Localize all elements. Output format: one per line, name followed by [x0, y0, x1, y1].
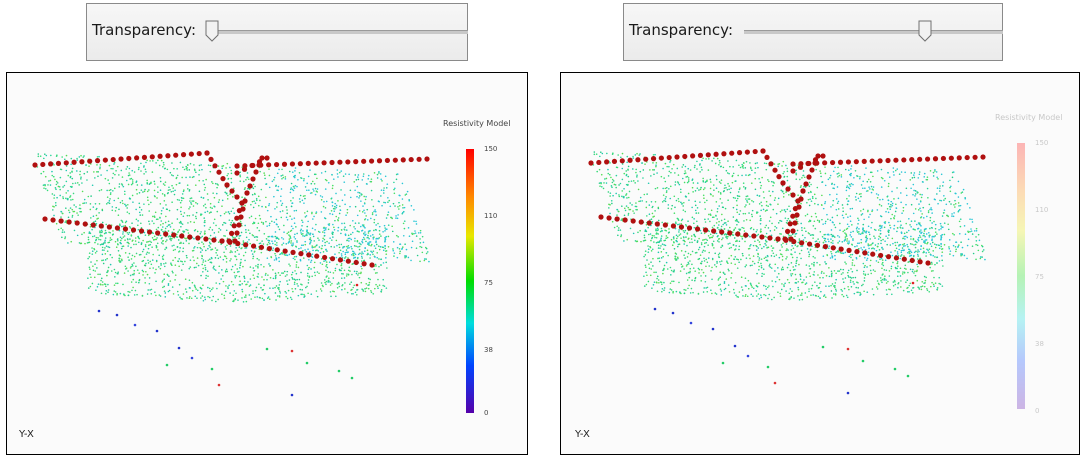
transparency-label-left: Transparency: [92, 21, 197, 39]
legend-tick-0-right: 0 [1035, 407, 1040, 415]
electrode-lines [32, 150, 430, 268]
legend-colorbar-right [1017, 143, 1025, 409]
legend-tick-38-left: 38 [484, 346, 493, 354]
orientation-axes-icon-right: Y-X [575, 429, 590, 440]
resistivity-plot-left[interactable] [7, 73, 527, 454]
transparency-slider-right: Transparency: [623, 3, 1003, 61]
resistivity-plot-right[interactable] [561, 73, 1079, 454]
electrode-lines [588, 148, 986, 266]
resistivity-view-right[interactable]: Resistivity Model 150 110 75 38 0 Y-X [560, 72, 1080, 455]
legend-tick-75-right: 75 [1035, 273, 1044, 281]
point-cloud [592, 151, 986, 395]
slider-thumb-left[interactable] [205, 20, 219, 42]
legend-tick-0-left: 0 [484, 409, 489, 417]
transparency-slider-left: Transparency: [86, 3, 468, 61]
legend-tick-75-left: 75 [484, 279, 493, 287]
resistivity-view-left[interactable]: Resistivity Model 150 110 75 38 0 Y-X [6, 72, 528, 455]
legend-title-left: Resistivity Model [443, 119, 511, 128]
slider-track-right[interactable] [744, 30, 1003, 34]
point-cloud [36, 153, 430, 397]
transparency-label-right: Transparency: [629, 21, 734, 39]
slider-track-left[interactable] [207, 30, 468, 34]
orientation-axes-icon-left: Y-X [19, 429, 34, 440]
legend-tick-110-right: 110 [1035, 206, 1049, 214]
legend-title-right: Resistivity Model [995, 113, 1063, 122]
legend-tick-38-right: 38 [1035, 340, 1044, 348]
legend-tick-150-left: 150 [484, 145, 498, 153]
legend-tick-150-right: 150 [1035, 139, 1049, 147]
legend-colorbar-left [466, 149, 474, 413]
legend-tick-110-left: 110 [484, 212, 498, 220]
slider-thumb-right[interactable] [918, 20, 932, 42]
